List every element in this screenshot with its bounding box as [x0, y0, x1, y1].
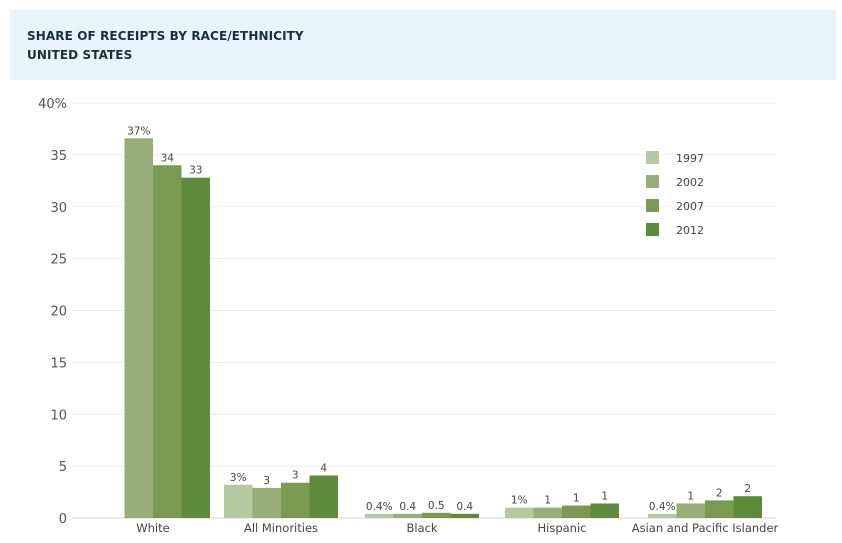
bar	[281, 482, 310, 518]
data-label: 37%	[127, 125, 150, 137]
data-label: 1%	[511, 495, 528, 507]
x-category-label: Black	[406, 521, 437, 535]
bar	[676, 503, 705, 518]
y-tick-label: 25	[50, 253, 67, 268]
bar	[153, 165, 182, 518]
data-label: 34	[161, 152, 175, 164]
data-label: 0.5	[428, 500, 445, 512]
bar	[705, 500, 734, 518]
y-tick-label: 20	[50, 305, 67, 320]
y-tick-label: 35	[50, 149, 67, 164]
data-label: 1	[687, 490, 694, 502]
legend-swatch	[646, 223, 659, 236]
bar	[224, 484, 253, 518]
bar	[733, 496, 762, 518]
bar	[562, 505, 591, 518]
x-category-label: Hispanic	[538, 521, 587, 535]
y-tick-label: 5	[59, 460, 67, 475]
y-tick-label: 10	[50, 408, 67, 423]
chart-title: SHARE OF RECEIPTS BY RACE/ETHNICITY	[27, 29, 304, 43]
data-label: 2	[744, 483, 751, 495]
bar	[450, 513, 479, 518]
data-label: 1	[573, 493, 580, 505]
data-label: 3	[263, 475, 270, 487]
bar	[505, 507, 534, 518]
x-category-label: Asian and Pacific Islander	[632, 521, 779, 535]
legend-label: 2012	[676, 224, 704, 237]
data-label: 1	[544, 495, 551, 507]
bar	[365, 513, 394, 518]
bar	[252, 487, 281, 518]
data-label: 3%	[230, 472, 247, 484]
bar	[590, 503, 619, 518]
bar	[309, 475, 338, 518]
data-label: 0.4	[456, 501, 473, 513]
bar	[648, 513, 677, 518]
data-label: 0.4%	[649, 501, 676, 513]
data-label: 0.4	[399, 501, 416, 513]
bar	[393, 513, 422, 518]
bars	[124, 138, 762, 518]
bar	[422, 512, 451, 518]
chart-header: SHARE OF RECEIPTS BY RACE/ETHNICITY UNIT…	[10, 10, 836, 80]
legend-swatch	[646, 151, 659, 164]
data-label: 4	[320, 462, 327, 474]
bar	[533, 507, 562, 518]
legend-swatch	[646, 199, 659, 212]
data-label: 3	[292, 470, 299, 482]
y-tick-label: 15	[50, 356, 67, 371]
bar	[181, 177, 210, 518]
legend-swatch	[646, 175, 659, 188]
y-tick-label: 30	[50, 201, 67, 216]
legend-label: 2007	[676, 200, 704, 213]
x-axis-categories: White All Minorities Black Hispanic Asian an…	[136, 521, 778, 535]
data-label: 1	[601, 490, 608, 502]
y-tick-label: 40%	[38, 97, 67, 112]
data-label: 2	[716, 487, 723, 499]
x-category-label: All Minorities	[244, 521, 318, 535]
y-tick-label: 0	[59, 512, 67, 527]
y-axis-ticks: 0 5 10 15 20 25 30 35 40%	[38, 97, 67, 527]
legend: 1997 2002 2007 2012	[646, 151, 704, 237]
data-label: 0.4%	[366, 501, 393, 513]
chart-subtitle: UNITED STATES	[27, 48, 133, 62]
x-category-label: White	[136, 521, 169, 535]
legend-label: 2002	[676, 176, 704, 189]
data-label: 33	[189, 165, 202, 177]
legend-label: 1997	[676, 152, 704, 165]
bar	[124, 138, 153, 518]
